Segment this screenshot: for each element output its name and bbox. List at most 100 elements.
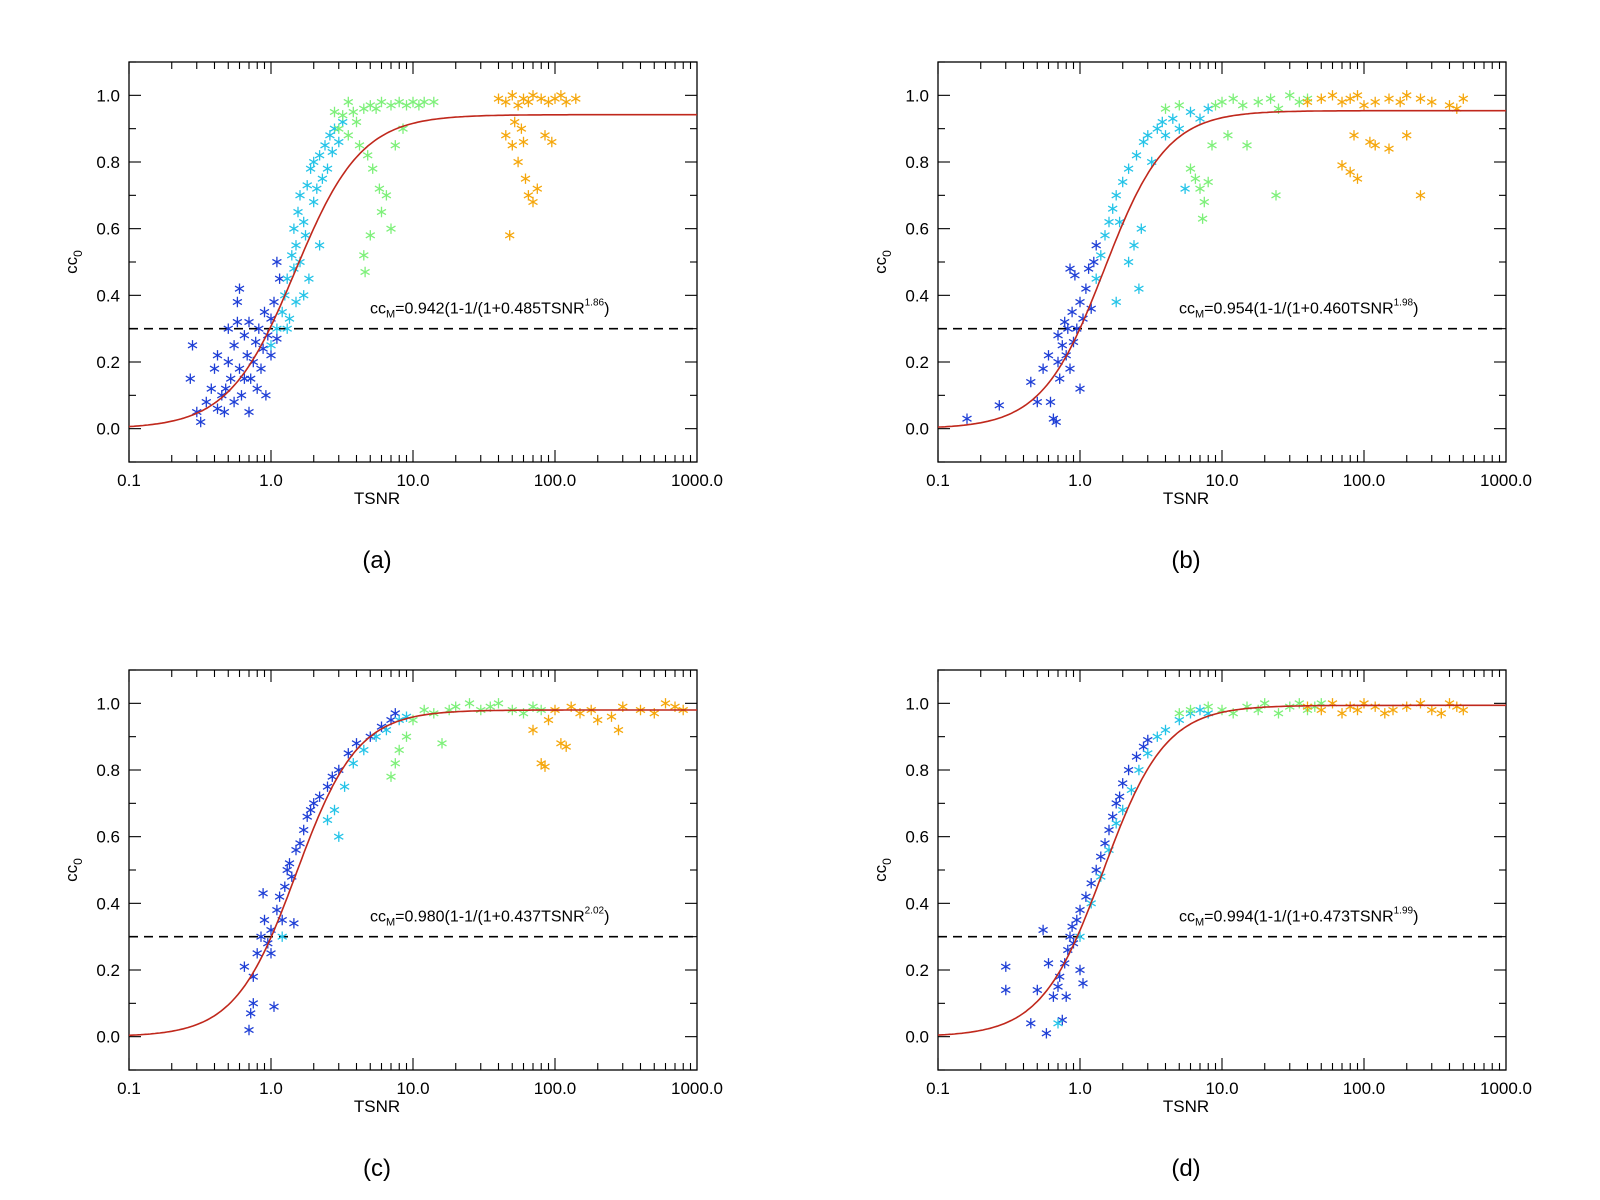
x-tick-label: 10.0 <box>1205 1079 1238 1098</box>
fit-curve <box>937 704 1506 1036</box>
data-point <box>1401 130 1412 141</box>
data-point <box>1349 130 1359 141</box>
data-point <box>351 116 362 128</box>
data-point <box>1388 704 1398 716</box>
data-point <box>358 744 369 756</box>
data-point <box>269 296 279 308</box>
data-point <box>1065 263 1075 274</box>
chart-panel-1: 0.1 1.0 10.0 100.0 1000.0 0.0 0.2 0.4 0.6 0.8 1.0 T… <box>62 61 723 574</box>
data-point <box>322 814 333 826</box>
data-point <box>1451 103 1462 114</box>
data-point <box>343 96 354 108</box>
panel-caption: (c) <box>363 1155 391 1182</box>
data-point <box>1095 851 1106 862</box>
data-point <box>374 183 385 194</box>
data-point <box>1242 140 1252 151</box>
x-tick-label: 10.0 <box>1205 471 1238 490</box>
data-point <box>314 240 325 251</box>
data-point <box>212 350 223 361</box>
chart-panel-4: 0.1 1.0 10.0 100.0 1000.0 0.0 0.2 0.4 0.6 0.8 1.0 T… <box>871 669 1532 1182</box>
data-point <box>1195 704 1205 716</box>
data-point <box>1207 140 1217 151</box>
data-point <box>450 701 461 712</box>
data-point <box>269 1001 279 1012</box>
data-point <box>509 116 520 128</box>
data-point <box>536 93 547 104</box>
data-point <box>408 96 418 108</box>
y-tick-label: 1.0 <box>96 86 120 105</box>
data-point <box>279 881 290 892</box>
data-point <box>325 130 335 141</box>
data-point <box>277 931 288 942</box>
data-point <box>289 918 299 929</box>
data-point <box>232 316 243 328</box>
data-point <box>386 100 396 111</box>
data-point <box>606 711 617 722</box>
data-point <box>1458 704 1469 716</box>
data-point <box>570 93 581 104</box>
data-point <box>414 100 424 111</box>
data-point <box>298 290 309 301</box>
data-point <box>1086 878 1097 889</box>
data-point <box>327 771 338 782</box>
data-point <box>1359 698 1369 709</box>
data-point <box>187 340 198 351</box>
x-tick-label: 0.1 <box>926 471 950 490</box>
y-axis-label: cc0 <box>62 858 85 882</box>
data-point <box>209 363 220 374</box>
fit-curve <box>128 709 697 1037</box>
data-point <box>258 888 268 899</box>
x-tick-label: 1000.0 <box>671 471 723 490</box>
x-tick-label: 0.1 <box>117 471 141 490</box>
x-tick-label: 1000.0 <box>671 1079 723 1098</box>
y-tick-label: 0.2 <box>96 961 120 980</box>
data-point <box>1071 914 1082 926</box>
fit-equation: ccM=0.942(1-1/(1+0.485TSNR1.86) <box>370 298 609 321</box>
y-axis-label: cc0 <box>871 250 894 274</box>
data-point <box>242 350 253 361</box>
data-point <box>1436 708 1447 719</box>
data-point <box>1045 396 1056 408</box>
data-point <box>516 123 527 134</box>
y-tick-label: 0.6 <box>905 220 929 239</box>
data-point <box>1180 183 1190 194</box>
data-point <box>419 96 430 108</box>
data-point <box>239 961 250 972</box>
data-point <box>298 824 309 836</box>
data-point <box>1134 764 1144 776</box>
y-tick-label: 0.0 <box>905 420 929 439</box>
data-point <box>333 136 344 148</box>
y-tick-label: 0.0 <box>96 1028 120 1047</box>
data-point <box>1242 701 1252 712</box>
data-point <box>1053 981 1063 992</box>
data-point <box>561 96 572 108</box>
data-point <box>252 383 263 394</box>
data-point <box>1053 1018 1063 1029</box>
data-point <box>314 150 325 161</box>
data-point <box>1309 701 1320 712</box>
data-point <box>528 196 538 208</box>
data-point <box>266 948 276 959</box>
data-point <box>291 844 301 856</box>
data-point <box>295 190 305 201</box>
data-point <box>1160 724 1171 736</box>
data-point <box>1104 824 1114 836</box>
data-point <box>1081 891 1091 902</box>
data-point <box>1185 704 1196 716</box>
data-point <box>1426 704 1437 716</box>
data-point <box>613 724 624 736</box>
y-tick-label: 0.0 <box>96 420 120 439</box>
data-point <box>239 330 250 341</box>
data-point <box>1174 123 1185 134</box>
data-point <box>1426 96 1437 108</box>
data-point <box>1160 103 1171 114</box>
data-point <box>386 771 396 782</box>
data-point <box>1157 116 1168 128</box>
data-point <box>1129 240 1139 251</box>
data-point <box>1057 1014 1068 1026</box>
y-tick-label: 0.4 <box>905 894 929 913</box>
data-point <box>225 373 236 384</box>
data-point <box>282 864 293 876</box>
y-tick-label: 0.2 <box>905 353 929 372</box>
x-tick-label: 100.0 <box>534 1079 577 1098</box>
